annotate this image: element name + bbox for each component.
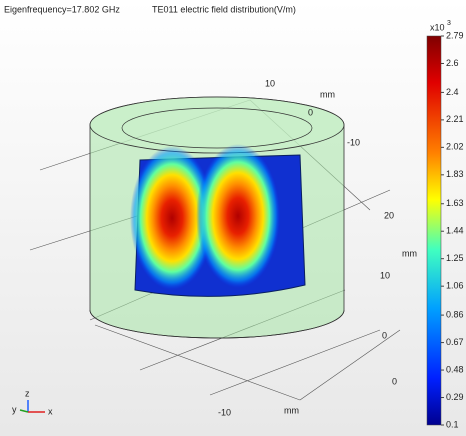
- colorbar-tick-label: 0.48: [446, 364, 464, 374]
- axis-label: mm: [402, 248, 417, 258]
- frequency: Eigenfrequency=17.802 GHz: [4, 4, 120, 14]
- colorbar-tick-label: 1.25: [446, 253, 464, 263]
- axis-label: 0: [308, 107, 313, 117]
- axis-label: 10: [265, 78, 275, 88]
- axis-label: 0: [392, 376, 397, 386]
- axis-label: 10: [380, 270, 390, 280]
- colorbar-tick-label: 0.29: [446, 392, 464, 402]
- colorbar-exponent: 3: [447, 20, 451, 27]
- colorbar-tick-label: 1.83: [446, 169, 464, 179]
- colorbar-tick-label: 2.21: [446, 114, 464, 124]
- axis-label: 20: [384, 210, 394, 220]
- colorbar-tick-label: 0.86: [446, 309, 464, 319]
- colorbar-multiplier: x10: [430, 22, 445, 32]
- triad-label: x: [48, 406, 53, 416]
- triad-label: z: [25, 388, 30, 398]
- colorbar-tick-label: 1.44: [446, 226, 464, 236]
- axis-label: mm: [320, 89, 335, 99]
- triad-label: y: [12, 404, 17, 414]
- colorbar-tick-label: 2.02: [446, 142, 464, 152]
- colorbar-tick-label: 2.6: [446, 58, 459, 68]
- axis-label: 0: [382, 330, 387, 340]
- colorbar: [427, 36, 441, 425]
- plot-title: TE011 electric field distribution(V/m): [152, 4, 296, 14]
- axis-label: -10: [218, 407, 231, 417]
- screenshot: Eigenfrequency=17.802 GHz TE011 electric…: [0, 0, 466, 436]
- axis-label: -10: [347, 137, 360, 147]
- colorbar-tick-label: 1.63: [446, 198, 464, 208]
- colorbar-tick-label: 2.79: [446, 30, 464, 40]
- colorbar-tick-label: 0.1: [446, 419, 459, 429]
- axis-label: mm: [284, 405, 299, 415]
- colorbar-tick-label: 0.67: [446, 337, 464, 347]
- colorbar-tick-label: 1.06: [446, 281, 464, 291]
- field-plot: [130, 144, 305, 296]
- colorbar-tick-label: 2.4: [446, 87, 459, 97]
